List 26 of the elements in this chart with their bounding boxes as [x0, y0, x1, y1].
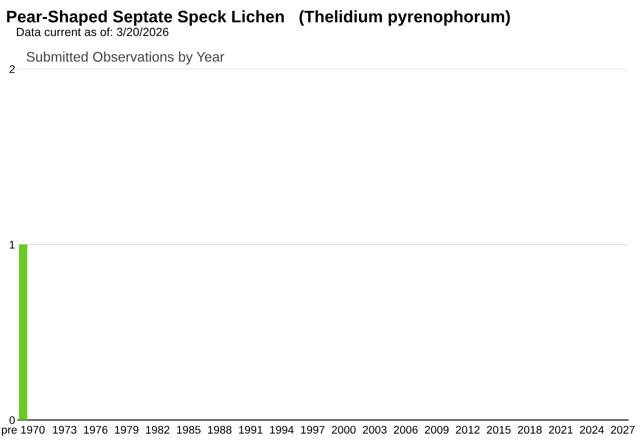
- x-tick-label: 1973: [53, 426, 76, 434]
- x-tick-label: 1976: [84, 426, 108, 434]
- y-tick-label: 0: [9, 416, 15, 424]
- x-tick-label: 1994: [270, 426, 294, 434]
- chart-subtitle: Data current as of: 3/20/2026: [16, 28, 168, 36]
- x-tick-label: 1982: [146, 426, 170, 434]
- x-tick-label: 2027: [611, 426, 635, 434]
- x-tick-label: 1997: [301, 426, 324, 434]
- chart-title: Pear-Shaped Septate Speck Lichen (Thelidium pyrenophorum): [7, 10, 510, 26]
- y-tick-label: 1: [10, 240, 15, 249]
- x-tick-label: 2000: [332, 426, 356, 434]
- y-tick-label: 2: [10, 65, 15, 74]
- x-tick-label: 2021: [549, 426, 573, 434]
- x-tick-label: 1988: [208, 426, 232, 434]
- x-tick-label: 2009: [424, 426, 449, 434]
- x-tick-label: 2015: [486, 426, 511, 434]
- x-tick-label: 2024: [580, 426, 604, 434]
- x-tick-label: pre 1970: [2, 426, 45, 436]
- x-tick-label: 2018: [518, 426, 542, 434]
- x-tick-label: 1985: [177, 426, 200, 434]
- text: Submitted Observations by Year: [26, 52, 224, 64]
- x-tick-label: 2006: [394, 426, 418, 434]
- x-tick-label: 2012: [456, 426, 480, 434]
- x-tick-label: 1991: [239, 426, 262, 434]
- x-tick-label: 2003: [362, 426, 387, 434]
- x-tick-label: 1979: [115, 426, 138, 434]
